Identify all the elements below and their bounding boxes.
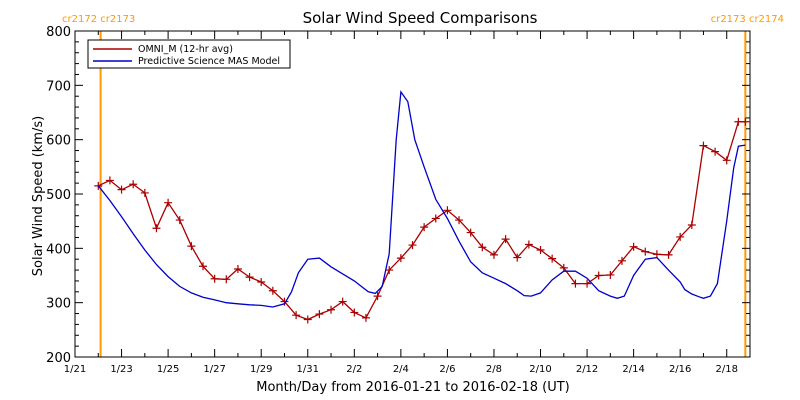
x-tick-label: 1/27 (203, 364, 225, 375)
series-group (94, 90, 750, 324)
x-tick-label: 1/25 (157, 364, 179, 375)
x-tick-label: 1/29 (250, 364, 272, 375)
y-tick-label: 300 (46, 297, 71, 312)
data-point (664, 250, 673, 259)
x-tick-label: 2/8 (486, 364, 502, 375)
data-point (117, 185, 126, 194)
data-point (617, 256, 626, 265)
data-point (222, 275, 231, 284)
data-point (175, 216, 184, 225)
data-point (140, 188, 149, 197)
data-point (478, 243, 487, 252)
data-point (524, 240, 533, 249)
data-point (303, 315, 312, 324)
data-point (373, 292, 382, 301)
x-axis-label: Month/Day from 2016-01-21 to 2016-02-18 … (256, 380, 569, 395)
x-tick-label: 1/23 (110, 364, 132, 375)
data-point (129, 180, 138, 189)
data-point (676, 232, 685, 241)
x-tick-label: 2/12 (576, 364, 598, 375)
data-point (164, 198, 173, 207)
data-point (548, 254, 557, 263)
y-tick-label: 400 (46, 242, 71, 257)
data-point (361, 313, 370, 322)
carrington-marker-label: cr2173 cr2174 (711, 14, 784, 25)
data-point (583, 279, 592, 288)
data-point (687, 220, 696, 229)
data-point (711, 147, 720, 156)
data-point (606, 270, 615, 279)
y-axis-label: Solar Wind Speed (km/s) (31, 116, 46, 276)
y-tick-label: 600 (46, 134, 71, 149)
x-tick-label: 2/18 (715, 364, 737, 375)
data-point (722, 156, 731, 165)
x-tick-label: 2/16 (669, 364, 691, 375)
data-point (741, 117, 750, 126)
chart-title: Solar Wind Speed Comparisons (303, 9, 538, 27)
data-point (396, 254, 405, 263)
data-point (233, 264, 242, 273)
data-point (210, 274, 219, 283)
y-axis: 200 300 400 500 600 700 800 (46, 25, 750, 366)
x-tick-label: 1/31 (297, 364, 319, 375)
x-tick-label: 2/10 (529, 364, 551, 375)
data-point (536, 245, 545, 254)
x-tick-label: 2/4 (393, 364, 409, 375)
series-line-1 (97, 90, 746, 308)
legend: OMNI_M (12-hr avg) Predictive Science MA… (87, 39, 291, 69)
data-point (152, 224, 161, 233)
legend-box (87, 39, 291, 69)
x-tick-label: 1/21 (64, 364, 86, 375)
data-point (443, 206, 452, 215)
x-axis: 1/21 1/23 1/25 1/27 1/29 1/31 2/2 2/4 2/6 2/8 2/10… (64, 31, 738, 375)
x-tick-label: 2/2 (346, 364, 362, 375)
data-point (187, 242, 196, 251)
data-point (292, 311, 301, 320)
data-point (257, 278, 266, 287)
data-point (501, 235, 510, 244)
y-tick-label: 700 (46, 79, 71, 94)
y-tick-label: 200 (46, 351, 71, 366)
data-point (431, 214, 440, 223)
legend-label-omni: OMNI_M (12-hr avg) (138, 44, 233, 55)
carrington-marker-label: cr2172 cr2173 (62, 14, 135, 25)
x-tick-label: 2/14 (622, 364, 644, 375)
data-point (350, 308, 359, 317)
legend-label-model: Predictive Science MAS Model (138, 56, 280, 67)
data-point (245, 273, 254, 282)
data-point (420, 223, 429, 232)
data-point (513, 253, 522, 262)
data-point (466, 228, 475, 237)
data-point (199, 262, 208, 271)
x-tick-label: 2/6 (439, 364, 455, 375)
data-point (385, 266, 394, 275)
data-point (641, 247, 650, 256)
data-point (594, 271, 603, 280)
data-point (571, 279, 580, 288)
data-point (734, 117, 743, 126)
data-point (455, 216, 464, 225)
data-point (338, 297, 347, 306)
data-point (268, 286, 277, 295)
y-tick-label: 500 (46, 188, 71, 203)
data-point (489, 250, 498, 259)
data-point (699, 141, 708, 150)
data-point (315, 310, 324, 319)
data-point (408, 241, 417, 250)
data-point (327, 305, 336, 314)
data-point (105, 176, 114, 185)
data-point (629, 242, 638, 251)
y-tick-label: 800 (46, 25, 71, 40)
